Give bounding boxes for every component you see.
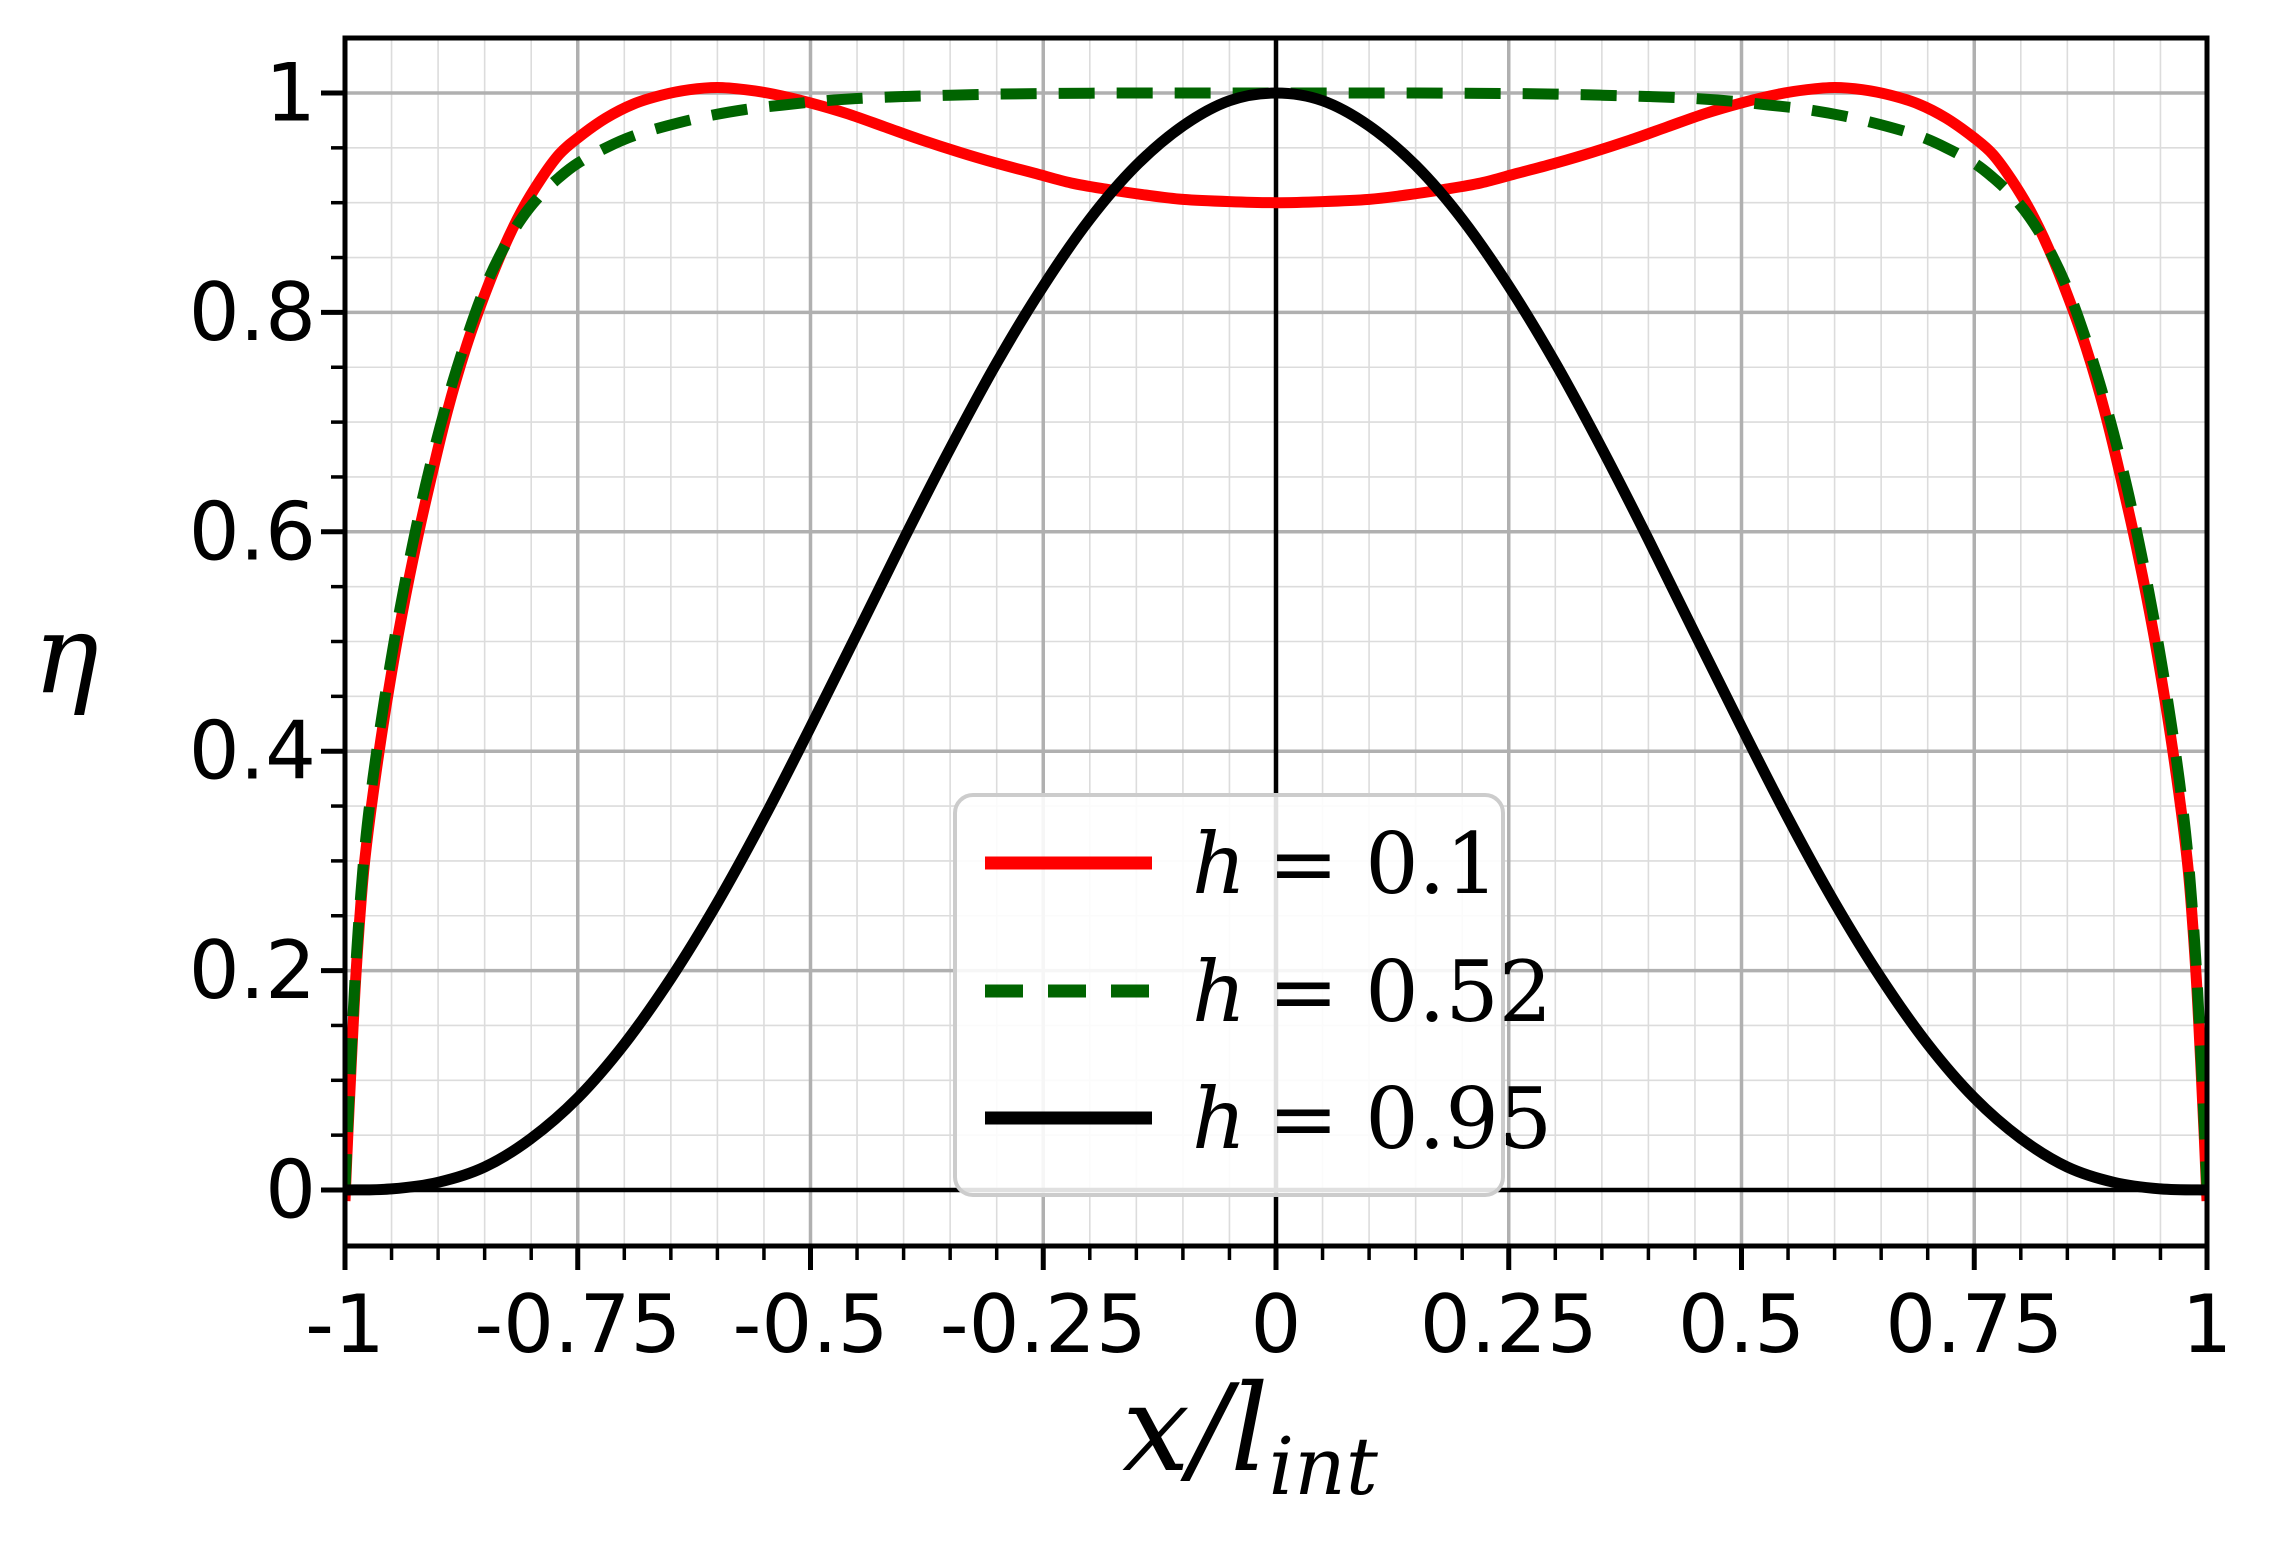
tick-marks: [321, 90, 2210, 1270]
x-tick-label: 0.25: [1420, 1278, 1598, 1371]
legend-box: [953, 793, 1505, 1197]
legend-entry-0-value: = 0.1: [1268, 815, 1499, 913]
legend: h = 0.1 h = 0.52 h = 0.95: [953, 793, 1552, 1197]
x-tick-label: 0.75: [1885, 1278, 2063, 1371]
legend-entry-1: h = 0.52: [1192, 943, 1552, 1041]
legend-entry-0-var: h: [1192, 815, 1246, 913]
legend-entry-2-value: = 0.95: [1268, 1070, 1552, 1168]
y-axis-label: η: [33, 590, 99, 718]
curve-h0.95: [345, 87, 2207, 1196]
y-tick-label: 0.4: [189, 705, 316, 798]
legend-entry-2-var: h: [1192, 1070, 1246, 1168]
legend-entry-1-value: = 0.52: [1268, 943, 1552, 1041]
y-tick-label: 0.2: [189, 924, 316, 1017]
y-tick-label: 0.8: [189, 266, 316, 359]
y-tick-label: 1: [265, 47, 316, 140]
x-tick-label: 0.5: [1678, 1278, 1805, 1371]
x-axis-label-main: x/l: [1122, 1360, 1268, 1499]
x-axis-label-subscript: int: [1269, 1420, 1379, 1513]
x-tick-label: -0.5: [732, 1278, 888, 1371]
legend-entry-2: h = 0.95: [1192, 1070, 1552, 1168]
x-tick-label: 0: [1251, 1278, 1302, 1371]
y-tick-label: 0.6: [189, 485, 316, 578]
x-tick-label: 1: [2182, 1278, 2233, 1371]
x-axis-label: x/lint: [1122, 1360, 1379, 1513]
x-tick-label: -0.25: [940, 1278, 1147, 1371]
data-curves: [345, 82, 2207, 1202]
x-tick-label: -0.75: [474, 1278, 681, 1371]
legend-entry-0: h = 0.1: [1192, 815, 1499, 913]
tick-labels: -1 -0.75 -0.5 -0.25 0 0.25 0.5 0.75 1 0 0.2 0.4 0.6 0…: [189, 47, 2233, 1372]
curve-h0.52: [345, 87, 2207, 1191]
legend-entry-1-var: h: [1192, 943, 1246, 1041]
x-tick-label: -1: [305, 1278, 385, 1371]
y-tick-label: 0: [265, 1144, 316, 1237]
